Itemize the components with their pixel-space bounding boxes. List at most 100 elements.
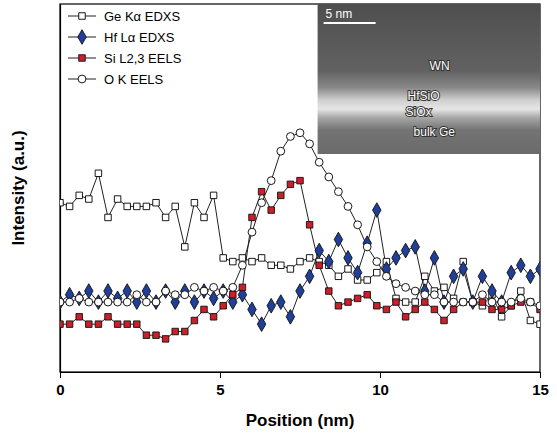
series-marker	[258, 255, 264, 261]
series-marker	[142, 298, 150, 306]
legend-marker	[78, 75, 86, 83]
series-marker	[104, 284, 112, 299]
legend-entry: Hf Lα EDXS	[68, 30, 175, 45]
series-marker	[248, 228, 256, 236]
series-marker	[450, 298, 458, 306]
series-marker	[267, 298, 275, 313]
series-marker	[124, 203, 130, 209]
series-marker	[200, 284, 208, 299]
series-marker	[114, 196, 120, 202]
series-marker	[201, 306, 207, 312]
series-marker	[354, 295, 360, 301]
series-marker	[219, 287, 227, 295]
series-marker	[537, 321, 540, 327]
legend-label: O K EELS	[104, 72, 164, 87]
series-marker	[258, 188, 264, 194]
series-marker	[95, 321, 101, 327]
series-marker	[469, 295, 477, 310]
series-marker	[60, 199, 63, 205]
series-marker	[142, 284, 150, 299]
series-marker	[152, 295, 160, 310]
series-marker	[393, 299, 399, 305]
series-marker	[249, 258, 255, 264]
series-marker	[374, 269, 380, 275]
series-marker	[412, 306, 418, 312]
series-marker	[470, 299, 476, 305]
series-marker	[422, 273, 428, 279]
x-axis-line	[61, 372, 541, 373]
series-marker	[278, 262, 284, 268]
series-marker	[258, 199, 266, 207]
series-marker	[114, 321, 120, 327]
series-marker	[344, 251, 352, 266]
series-marker	[478, 269, 486, 284]
series-marker	[373, 258, 381, 266]
series-marker	[440, 298, 448, 306]
series-marker	[306, 255, 312, 261]
series-marker	[363, 243, 371, 251]
series-marker	[345, 299, 351, 305]
series-marker	[306, 222, 312, 228]
series-marker	[182, 328, 188, 334]
series-marker	[344, 202, 352, 210]
series-marker	[431, 306, 437, 312]
series-marker	[441, 284, 447, 290]
inset-image: 5 nmWNHfSiOSiOxbulk Ge	[318, 4, 540, 154]
legend-marker	[79, 13, 85, 19]
series-marker	[305, 269, 313, 284]
series-marker	[172, 203, 178, 209]
x-axis-title: Position (nm)	[246, 411, 355, 430]
series-marker	[306, 140, 314, 148]
series-marker	[383, 306, 389, 312]
series-marker	[76, 314, 82, 320]
series-marker	[133, 291, 141, 299]
series-marker	[373, 203, 381, 218]
series-marker	[190, 283, 198, 291]
series-marker	[85, 298, 93, 306]
series-marker	[316, 262, 322, 268]
series-marker	[94, 295, 102, 310]
y-axis-line	[60, 5, 61, 373]
series-marker	[60, 298, 64, 306]
series-marker	[190, 295, 198, 310]
series-marker	[374, 303, 380, 309]
legend: Ge Kα EDXSHf Lα EDXSSi L2,3 EELSO K EELS	[68, 9, 182, 87]
series-marker	[220, 255, 226, 261]
series-marker	[526, 298, 534, 306]
series-marker	[489, 306, 495, 312]
series-marker	[238, 261, 246, 269]
series-marker	[334, 188, 342, 196]
series-marker	[229, 283, 237, 291]
series-marker	[517, 294, 525, 302]
series-marker	[412, 299, 418, 305]
series-marker	[94, 298, 102, 306]
series-line	[60, 210, 540, 324]
series-marker	[181, 284, 189, 299]
legend-marker	[78, 30, 86, 45]
scale-bar	[324, 22, 376, 24]
series-marker	[469, 298, 477, 306]
series-marker	[335, 273, 341, 279]
series-marker	[441, 317, 447, 323]
series-marker	[66, 203, 72, 209]
tem-image	[318, 4, 540, 154]
series-marker	[86, 196, 92, 202]
series-marker	[162, 336, 168, 342]
series-marker	[286, 309, 294, 324]
series-marker	[382, 272, 390, 280]
series-marker	[220, 303, 226, 309]
series-marker	[143, 203, 149, 209]
series-marker	[507, 298, 515, 306]
series-marker	[105, 314, 111, 320]
series-marker	[278, 192, 284, 198]
series-marker	[459, 262, 467, 277]
series-marker	[402, 314, 408, 320]
series-marker	[325, 254, 333, 269]
series-marker	[75, 291, 83, 306]
series-marker	[124, 321, 130, 327]
series-marker	[277, 295, 285, 310]
x-tick-label: 15	[532, 381, 549, 398]
series-marker	[460, 299, 466, 305]
series-marker	[364, 277, 370, 283]
inset-label: bulk Ge	[414, 125, 456, 139]
